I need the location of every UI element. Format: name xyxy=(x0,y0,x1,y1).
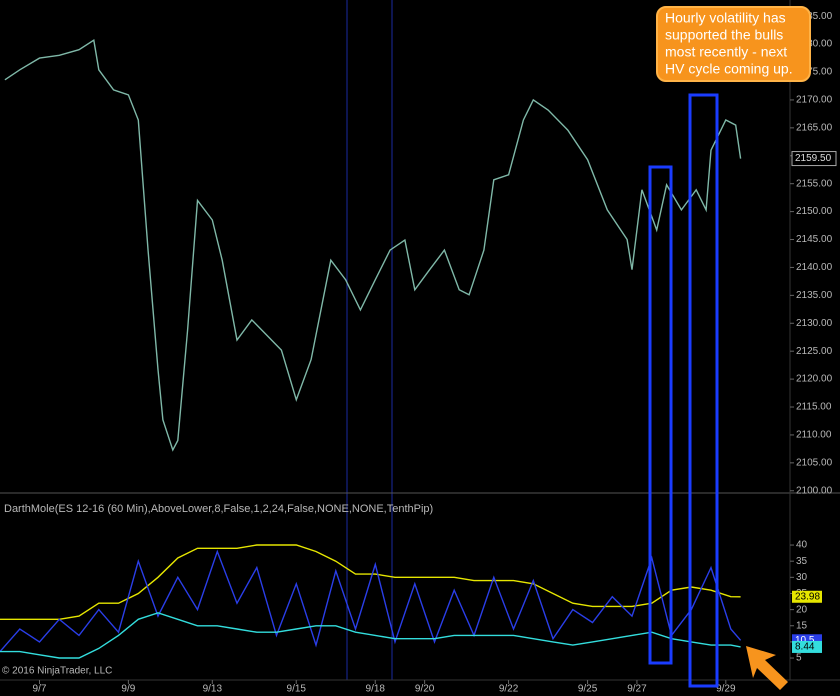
x-tick-label: 9/15 xyxy=(287,684,307,695)
x-tick-label: 9/27 xyxy=(627,684,647,695)
y-tick-label: 35 xyxy=(796,556,808,567)
series-line xyxy=(0,612,741,659)
y-tick-label: 2170.00 xyxy=(796,95,833,106)
y-tick-label: 15 xyxy=(796,620,808,631)
highlight-box xyxy=(688,93,719,688)
y-tick-label: 2115.00 xyxy=(796,402,832,413)
y-tick-label: 2135.00 xyxy=(796,290,833,301)
value-box xyxy=(792,590,822,603)
y-tick-label: 2105.00 xyxy=(796,457,833,468)
y-tick-label: 20 xyxy=(796,604,808,615)
y-tick-label: 2175.00 xyxy=(796,67,833,78)
y-tick-label: 2150.00 xyxy=(796,206,833,217)
x-tick-label: 9/9 xyxy=(121,684,135,695)
copyright: © 2016 NinjaTrader, LLC xyxy=(2,666,112,677)
series-line xyxy=(4,39,742,452)
y-tick-label: 2145.00 xyxy=(796,234,833,245)
y-tick-label: 2130.00 xyxy=(796,318,833,329)
y-tick-label: 2140.00 xyxy=(796,262,833,273)
x-tick-label: 9/18 xyxy=(366,684,386,695)
y-tick-label: 2100.00 xyxy=(796,485,833,496)
y-tick-label: 2125.00 xyxy=(796,346,833,357)
y-tick-label: 2155.00 xyxy=(796,178,833,189)
callout-box xyxy=(656,6,811,82)
x-tick-label: 9/13 xyxy=(203,684,223,695)
price-box xyxy=(791,151,837,167)
value-box-label: 23.98 xyxy=(795,591,820,602)
y-tick-label: 5 xyxy=(796,653,802,664)
x-tick-label: 9/20 xyxy=(415,684,435,695)
y-tick-label: 30 xyxy=(796,572,808,583)
x-tick-label: 9/29 xyxy=(716,684,736,695)
y-tick-label: 2120.00 xyxy=(796,374,833,385)
value-box-label: 8.44 xyxy=(795,642,815,653)
series-line xyxy=(0,544,741,620)
price-box-label: 2159.50 xyxy=(795,153,832,164)
y-tick-label: 2180.00 xyxy=(796,39,833,50)
y-tick-label: 2110.00 xyxy=(796,430,832,441)
y-tick-label: 2185.00 xyxy=(796,11,833,22)
x-tick-label: 9/22 xyxy=(499,684,519,695)
arrow xyxy=(746,646,788,690)
callout-text: most recently - next xyxy=(665,44,787,60)
highlight-box xyxy=(648,165,673,665)
callout-text: HV cycle coming up. xyxy=(665,61,793,77)
callout-text: supported the bulls xyxy=(665,27,783,43)
plot: 2100.00 2105.00 2110.00 2115.00 2120.00 2125.… xyxy=(0,11,837,695)
series-line xyxy=(0,549,742,653)
value-box xyxy=(792,640,822,653)
callout-text: Hourly volatility has xyxy=(665,10,786,26)
x-tick-label: 9/7 xyxy=(33,684,47,695)
indicator-title: DarthMole(ES 12-16 (60 Min),AboveLower,8… xyxy=(4,503,433,515)
y-tick-label: 2165.00 xyxy=(796,122,833,133)
value-box-label: 10.5 xyxy=(795,635,815,646)
x-tick-label: 9/25 xyxy=(578,684,598,695)
y-tick-label: 40 xyxy=(796,540,808,551)
